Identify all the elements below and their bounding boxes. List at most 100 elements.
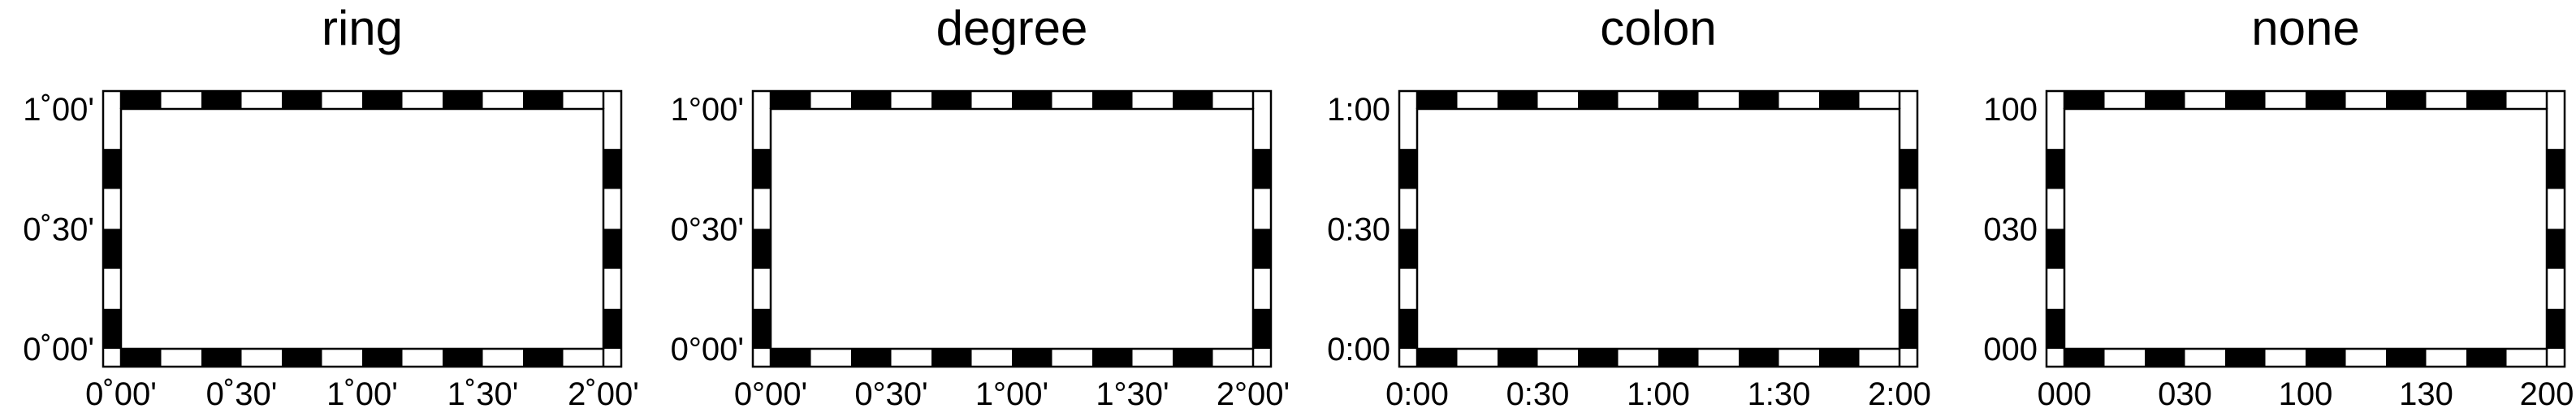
x-tick-label: 1°30': [1096, 376, 1169, 412]
y-tick-label: 100: [1983, 92, 2038, 128]
y-tick-label: 030: [1983, 212, 2038, 248]
y-tick-label: 0˚30': [23, 212, 94, 248]
frame-band-bottom-segment: [1819, 349, 1860, 367]
frame-band-left-segment: [1399, 229, 1417, 269]
frame-band-bottom-segment: [1578, 349, 1619, 367]
frame-band-top-segment: [931, 91, 972, 109]
frame-band-bottom-segment: [1658, 349, 1699, 367]
frame-band-top-segment: [1578, 91, 1619, 109]
frame-band-bottom-segment: [1417, 349, 1458, 367]
frame-band-left-segment: [753, 229, 771, 269]
frame-band-right-segment: [1253, 309, 1271, 349]
frame-band-top-segment: [1417, 91, 1458, 109]
frame-band-bottom-segment: [523, 349, 564, 367]
frame-band-bottom-segment: [1092, 349, 1133, 367]
frame-band-bottom-segment: [362, 349, 403, 367]
frame-band-top-segment: [1498, 91, 1538, 109]
frame-band-top-segment: [121, 91, 162, 109]
frame-band-top-segment: [1819, 91, 1860, 109]
panel-title: none: [2251, 1, 2359, 55]
frame-band-top-segment: [201, 91, 242, 109]
frame-band-right-segment: [2547, 229, 2565, 269]
y-tick-label: 0:30: [1327, 212, 1390, 248]
frame-band-top-segment: [851, 91, 892, 109]
frame-band-bottom-segment: [931, 349, 972, 367]
y-tick-label: 1:00: [1327, 92, 1390, 128]
frame-band-left-segment: [103, 149, 121, 189]
y-tick-label: 0°00': [671, 332, 744, 367]
frame-band-right-segment: [1900, 229, 1917, 269]
x-tick-label: 1˚00': [326, 376, 398, 412]
frame-band-right-segment: [1253, 229, 1271, 269]
map-panel-degree: degree 0°00' 0°30' 1°00' 1°30' 2°00' 1°00' 0°30…: [671, 1, 1290, 412]
x-tick-label: 2˚00': [568, 376, 639, 412]
frame-band-right-segment: [1900, 149, 1917, 189]
frame-band-bottom-segment: [2225, 349, 2266, 367]
frame-band-right-segment: [2547, 149, 2565, 189]
frame-band-top-segment: [771, 91, 811, 109]
frame-band-top-segment: [443, 91, 483, 109]
panel-title: ring: [322, 1, 403, 55]
frame-band-left-segment: [103, 229, 121, 269]
x-tick-label: 2:00: [1868, 376, 1931, 412]
y-tick-label: 1°00': [671, 92, 744, 128]
x-tick-label: 000: [2038, 376, 2092, 412]
x-tick-label: 100: [2279, 376, 2333, 412]
frame-band-left-segment: [1399, 149, 1417, 189]
frame-band-left-segment: [2047, 149, 2064, 189]
frame-band-bottom-segment: [2386, 349, 2427, 367]
frame-band-top-segment: [282, 91, 322, 109]
frame-band-right-segment: [1253, 149, 1271, 189]
frame-band-top-segment: [1173, 91, 1213, 109]
frame-band-bottom-segment: [2064, 349, 2105, 367]
frame-band-bottom-segment: [282, 349, 322, 367]
frame-band-bottom-segment: [2466, 349, 2507, 367]
frame-band-left-segment: [103, 309, 121, 349]
y-tick-label: 0˚00': [23, 332, 94, 367]
frame-band-right-segment: [603, 309, 621, 349]
frame-band-left-segment: [1399, 309, 1417, 349]
panel-title: degree: [936, 1, 1088, 55]
frame-band-top-segment: [2306, 91, 2346, 109]
frame-band-top-segment: [2466, 91, 2507, 109]
frame-band-right-segment: [603, 149, 621, 189]
x-tick-label: 0˚00': [85, 376, 157, 412]
panel-title: colon: [1600, 1, 1716, 55]
frame-background: [103, 91, 621, 367]
frame-band-right-segment: [2547, 309, 2565, 349]
x-tick-label: 0:00: [1385, 376, 1449, 412]
frame-band-top-segment: [2225, 91, 2266, 109]
frame-band-top-segment: [1012, 91, 1052, 109]
frame-band-bottom-segment: [771, 349, 811, 367]
frame-band-top-segment: [1658, 91, 1699, 109]
frame-band-bottom-segment: [121, 349, 162, 367]
frame-band-bottom-segment: [851, 349, 892, 367]
frame-band-bottom-segment: [2306, 349, 2346, 367]
x-tick-label: 030: [2158, 376, 2212, 412]
frame-background: [753, 91, 1271, 367]
y-tick-label: 1˚00': [23, 92, 94, 128]
x-tick-label: 0:30: [1506, 376, 1570, 412]
map-panel-none: none 000 030 100 130 200 100 030 000: [1983, 1, 2574, 412]
frame-band-left-segment: [2047, 229, 2064, 269]
frame-band-top-segment: [2386, 91, 2427, 109]
frame-band-top-segment: [2064, 91, 2105, 109]
x-tick-label: 2°00': [1217, 376, 1290, 412]
x-tick-label: 1:30: [1748, 376, 1811, 412]
x-tick-label: 200: [2520, 376, 2574, 412]
x-tick-label: 0˚30': [206, 376, 278, 412]
frame-background: [2047, 91, 2565, 367]
frame-band-right-segment: [1900, 309, 1917, 349]
y-tick-label: 000: [1983, 332, 2038, 367]
x-tick-label: 130: [2399, 376, 2453, 412]
map-panel-ring: ring0˚00' 0˚30' 1˚00' 1˚30' 2˚00'1˚00'0˚30'0…: [23, 1, 639, 412]
frame-band-top-segment: [1092, 91, 1133, 109]
frame-band-bottom-segment: [1739, 349, 1779, 367]
x-tick-label: 1:00: [1627, 376, 1690, 412]
frame-band-bottom-segment: [1498, 349, 1538, 367]
frame-band-left-segment: [2047, 309, 2064, 349]
frame-band-right-segment: [603, 229, 621, 269]
frame-band-top-segment: [523, 91, 564, 109]
frame-band-left-segment: [753, 309, 771, 349]
